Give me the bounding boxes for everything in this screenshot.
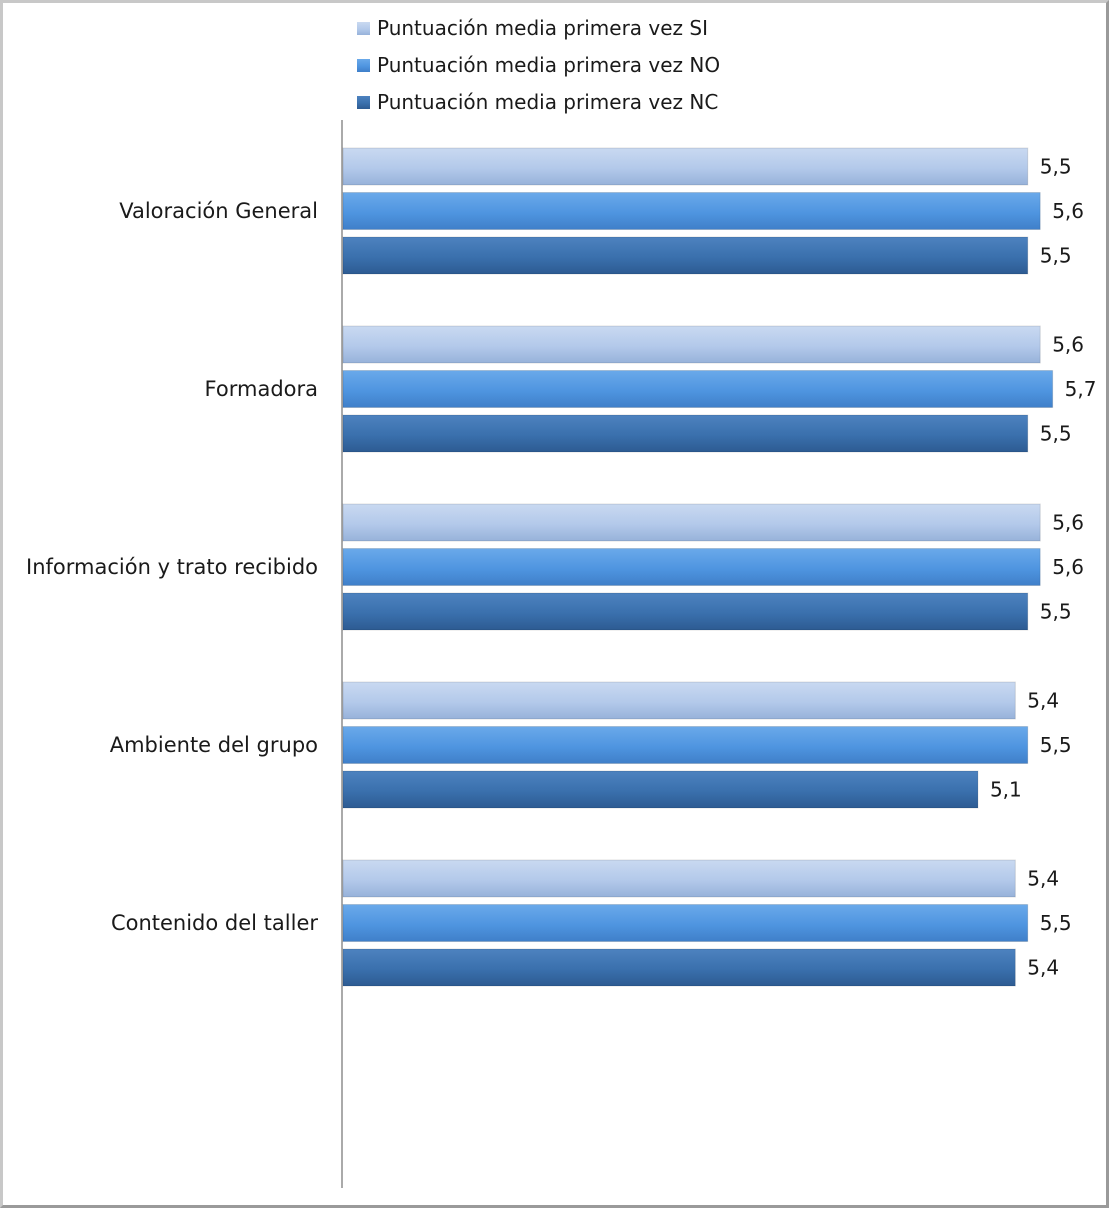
legend-swatch-2: [357, 59, 370, 72]
category-label: Contenido del taller: [111, 911, 318, 935]
category-label: Valoración General: [119, 199, 318, 223]
data-label: 5,4: [1027, 956, 1059, 980]
bar-1: [342, 325, 1041, 364]
legend-swatch-1: [357, 22, 370, 35]
category-label: Información y trato recibido: [26, 555, 318, 579]
legend-swatch-3: [357, 96, 370, 109]
bar-2: [342, 192, 1041, 230]
category-label: Formadora: [205, 377, 318, 401]
category-label: Ambiente del grupo: [110, 733, 318, 757]
bar-3: [342, 770, 979, 809]
bar-3: [342, 236, 1029, 275]
bar-3: [342, 414, 1029, 453]
bar-2: [342, 726, 1029, 764]
legend-label-1: Puntuación media primera vez SI: [377, 16, 708, 40]
data-label: 5,6: [1052, 555, 1084, 579]
data-label: 5,4: [1027, 867, 1059, 891]
data-label: 5,6: [1052, 199, 1084, 223]
data-label: 5,5: [1040, 911, 1072, 935]
data-label: 5,6: [1052, 333, 1084, 357]
value-labels: 5,5 5,6 5,5 5,6 5,7 5,5 5,6 5,6 5,5 5,4 5,5 5,1 5,4 5…: [990, 155, 1097, 980]
data-label: 5,4: [1027, 689, 1059, 713]
data-label: 5,7: [1065, 377, 1097, 401]
bar-3: [342, 948, 1016, 987]
bar-1: [342, 681, 1016, 720]
bar-1: [342, 859, 1016, 898]
data-label: 5,5: [1040, 155, 1072, 179]
bar-2: [342, 370, 1054, 408]
bar-1: [342, 147, 1029, 186]
data-label: 5,6: [1052, 511, 1084, 535]
bars-layer: [342, 147, 1054, 987]
bar-2: [342, 904, 1029, 942]
bar-1: [342, 503, 1041, 542]
legend-label-2: Puntuación media primera vez NO: [377, 53, 720, 77]
data-label: 5,5: [1040, 733, 1072, 757]
category-labels: Valoración General Formadora Información y…: [26, 199, 318, 935]
data-label: 5,5: [1040, 600, 1072, 624]
data-label: 5,5: [1040, 244, 1072, 268]
legend-label-3: Puntuación media primera vez NC: [377, 90, 718, 114]
bar-2: [342, 548, 1041, 586]
data-label: 5,5: [1040, 422, 1072, 446]
data-label: 5,1: [990, 778, 1022, 802]
legend: Puntuación media primera vez SI Puntuació…: [357, 16, 720, 114]
bar-3: [342, 592, 1029, 631]
